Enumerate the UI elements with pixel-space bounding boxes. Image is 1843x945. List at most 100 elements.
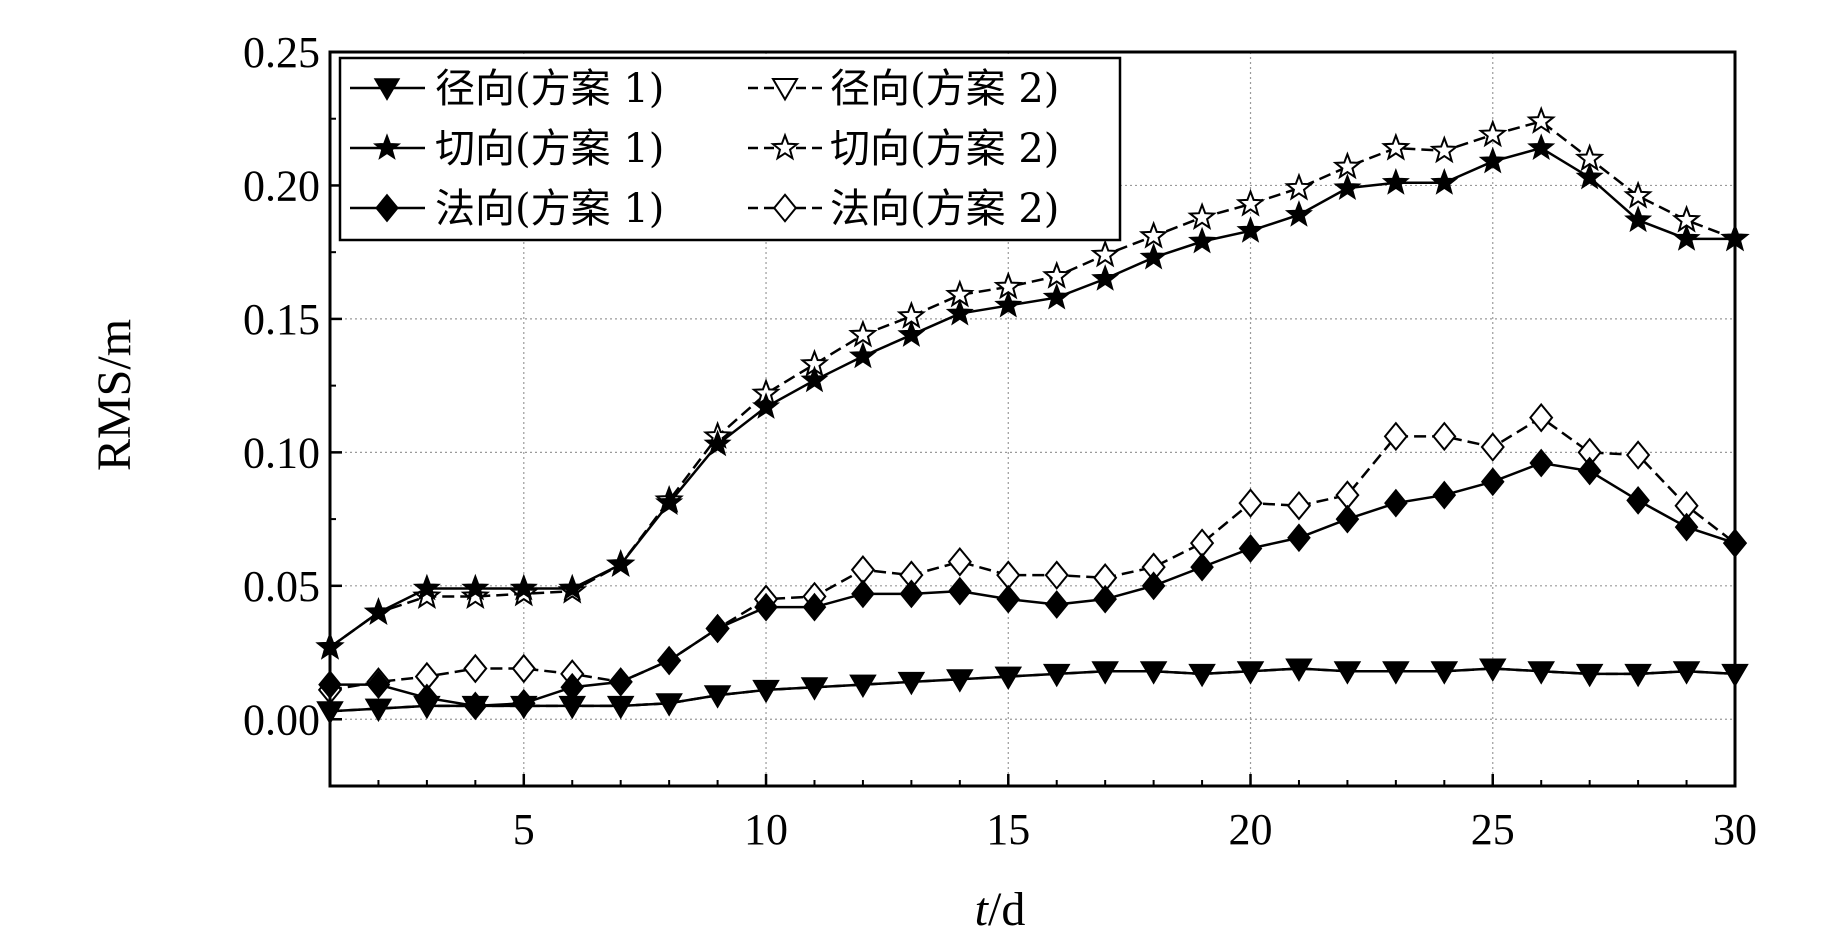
data-point (560, 672, 585, 702)
legend-marker (373, 78, 401, 101)
data-point (994, 666, 1022, 690)
data-point (1042, 282, 1071, 310)
legend-marker (770, 132, 800, 161)
data-point (1188, 226, 1217, 254)
data-point (1577, 456, 1602, 486)
data-point (994, 290, 1023, 318)
y-tick-label: 0.20 (243, 161, 320, 210)
series-0 (316, 658, 1749, 725)
data-point (1381, 132, 1411, 161)
data-point (1190, 552, 1214, 582)
data-point (1527, 661, 1555, 685)
data-point (996, 584, 1021, 614)
data-point (802, 592, 827, 622)
data-point (655, 488, 684, 516)
data-point (1575, 162, 1604, 190)
data-point (752, 680, 780, 703)
data-point (1674, 512, 1699, 542)
data-point (1044, 590, 1069, 619)
x-tick-label: 10 (744, 805, 788, 854)
series-line (329, 667, 1736, 713)
data-point (607, 696, 635, 719)
data-point (1673, 661, 1700, 685)
data-point (800, 365, 829, 393)
y-tick-label: 0.00 (243, 695, 320, 744)
data-point (1287, 523, 1311, 553)
data-point (463, 691, 488, 721)
plot-frame (328, 50, 1737, 788)
data-point (511, 688, 536, 718)
data-point (1529, 448, 1554, 478)
data-point (948, 576, 972, 606)
data-point (1624, 664, 1652, 687)
legend-marker (375, 193, 399, 223)
data-point (460, 581, 491, 609)
y-tick-label: 0.10 (243, 428, 320, 477)
data-point (1237, 661, 1264, 685)
data-point (1478, 146, 1507, 174)
data-point (1576, 664, 1603, 687)
data-point (412, 573, 441, 601)
data-point (1478, 119, 1508, 148)
series-4 (318, 448, 1747, 721)
data-point (1480, 432, 1505, 462)
y-tick-label: 0.15 (243, 295, 320, 344)
data-point (1188, 664, 1216, 687)
x-axis-title-italic: t (975, 883, 990, 936)
legend-marker (771, 78, 799, 102)
data-point (1044, 560, 1069, 590)
data-point (1284, 172, 1314, 201)
y-tick-label: 0.25 (243, 28, 320, 77)
data-point (1140, 661, 1167, 685)
data-point (655, 693, 683, 717)
data-point (1626, 486, 1650, 515)
series-5 (317, 402, 1748, 705)
x-tick-label: 30 (1713, 805, 1757, 854)
data-point (1285, 658, 1313, 682)
x-tick-label: 25 (1471, 805, 1515, 854)
legend-marker (772, 193, 798, 223)
legend-marker (372, 133, 402, 160)
data-point (364, 597, 393, 625)
axis-ticks: 5 10 15 20 25 30 0.00 0.05 0.10 0.15 0.20 0.25 (243, 28, 1757, 854)
data-point (1189, 528, 1215, 558)
data-point (1480, 467, 1505, 497)
legend-label: 法向(方案 2) (830, 186, 1059, 232)
x-tick-label: 20 (1229, 805, 1273, 854)
legend-box (338, 56, 1122, 242)
x-axis-title: t/d (975, 883, 1026, 936)
series-line (329, 416, 1736, 692)
legend-label: 径向(方案 1) (435, 66, 664, 112)
legend: 径向(方案 1) 径向(方案 2) 切向(方案 1) 切向(方案 2) 法向(方案 1)… (338, 56, 1122, 242)
data-point (1286, 490, 1312, 521)
data-point (1139, 242, 1168, 270)
data-point (1332, 151, 1363, 180)
data-point (1529, 402, 1554, 433)
data-point (1527, 133, 1556, 161)
data-point (1382, 661, 1410, 685)
data-point (848, 341, 877, 369)
data-point (1093, 584, 1117, 614)
data-point (1187, 202, 1217, 230)
data-point (1090, 239, 1120, 268)
data-point (1623, 180, 1653, 209)
data-point (898, 672, 925, 695)
data-point (1138, 220, 1169, 249)
data-point (1672, 224, 1701, 251)
series-layer (315, 105, 1750, 725)
data-point (705, 614, 730, 643)
y-axis-title: RMS/m (88, 319, 141, 471)
data-point (1333, 173, 1362, 201)
data-point (1284, 200, 1313, 227)
data-point (1236, 216, 1265, 243)
data-point (1384, 488, 1408, 518)
data-point (1042, 260, 1072, 289)
data-point (945, 298, 974, 326)
data-point (1479, 658, 1507, 682)
legend-label: 径向(方案 2) (830, 66, 1059, 112)
data-point (1381, 168, 1410, 195)
data-point (365, 698, 392, 722)
data-point (1238, 488, 1263, 518)
legend-label: 切向(方案 2) (830, 126, 1059, 172)
